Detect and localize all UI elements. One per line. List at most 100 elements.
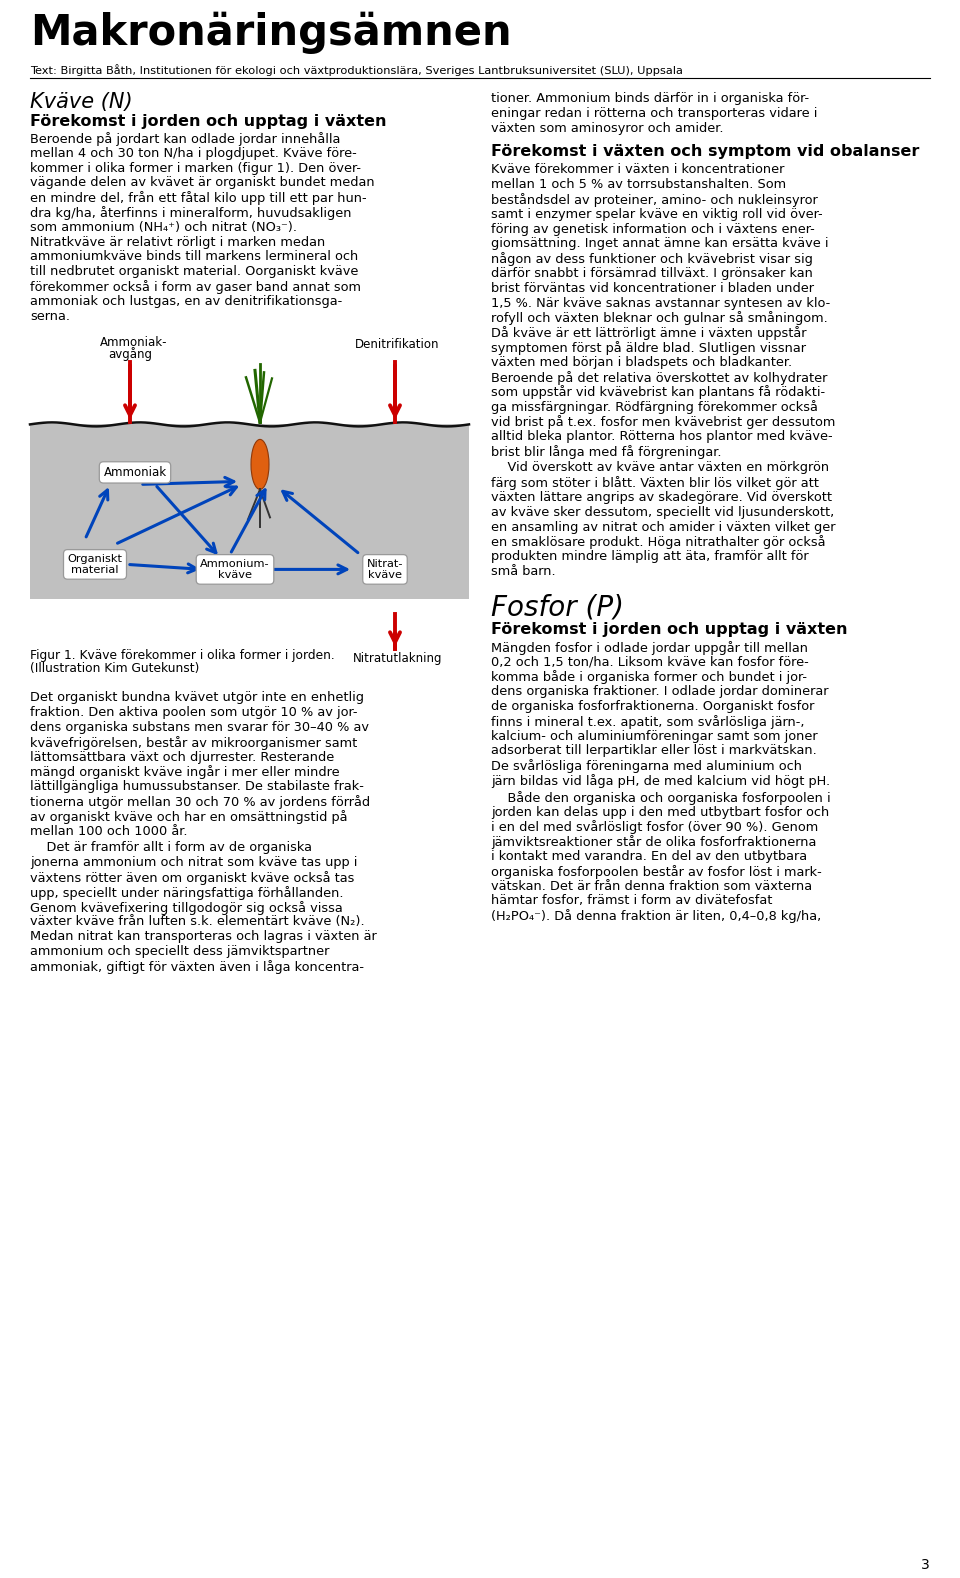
Text: brist förväntas vid koncentrationer i bladen under: brist förväntas vid koncentrationer i bl…	[491, 282, 814, 295]
Text: växter kväve från luften s.k. elementärt kväve (N₂).: växter kväve från luften s.k. elementärt…	[30, 915, 365, 928]
Text: ammonium och speciellt dess jämviktspartner: ammonium och speciellt dess jämviktspart…	[30, 945, 329, 958]
Text: växten som aminosyror och amider.: växten som aminosyror och amider.	[491, 122, 724, 134]
Text: som uppstår vid kvävebrist kan plantans få rödakti-: som uppstår vid kvävebrist kan plantans …	[491, 385, 826, 399]
Text: av kväve sker dessutom, speciellt vid ljusunderskott,: av kväve sker dessutom, speciellt vid lj…	[491, 507, 834, 519]
Ellipse shape	[251, 439, 269, 489]
Text: alltid bleka plantor. Rötterna hos plantor med kväve-: alltid bleka plantor. Rötterna hos plant…	[491, 429, 832, 443]
Text: avgång: avgång	[108, 347, 152, 361]
Text: mellan 1 och 5 % av torrsubstanshalten. Som: mellan 1 och 5 % av torrsubstanshalten. …	[491, 178, 786, 191]
Text: Figur 1. Kväve förekommer i olika former i jorden.: Figur 1. Kväve förekommer i olika former…	[30, 650, 335, 663]
Text: Ammoniak: Ammoniak	[104, 466, 167, 478]
Text: Makronäringsämnen: Makronäringsämnen	[30, 13, 512, 54]
Text: kommer i olika former i marken (figur 1). Den över-: kommer i olika former i marken (figur 1)…	[30, 161, 361, 175]
Text: 0,2 och 1,5 ton/ha. Liksom kväve kan fosfor före-: 0,2 och 1,5 ton/ha. Liksom kväve kan fos…	[491, 655, 808, 669]
Text: en mindre del, från ett fåtal kilo upp till ett par hun-: en mindre del, från ett fåtal kilo upp t…	[30, 191, 367, 205]
Text: Förekomst i jorden och upptag i växten: Förekomst i jorden och upptag i växten	[491, 622, 848, 638]
Text: en smaklösare produkt. Höga nitrathalter gör också: en smaklösare produkt. Höga nitrathalter…	[491, 535, 826, 549]
Text: organiska fosforpoolen består av fosfor löst i mark-: organiska fosforpoolen består av fosfor …	[491, 865, 822, 879]
Text: jorden kan delas upp i den med utbytbart fosfor och: jorden kan delas upp i den med utbytbart…	[491, 806, 829, 819]
Text: till nedbrutet organiskt material. Oorganiskt kväve: till nedbrutet organiskt material. Oorga…	[30, 265, 358, 278]
Text: Nitratutlakning: Nitratutlakning	[353, 652, 443, 666]
Text: små barn.: små barn.	[491, 565, 556, 578]
Text: jämviktsreaktioner står de olika fosforfraktionerna: jämviktsreaktioner står de olika fosforf…	[491, 835, 816, 849]
Text: vid brist på t.ex. fosfor men kvävebrist ger dessutom: vid brist på t.ex. fosfor men kvävebrist…	[491, 415, 835, 429]
Text: kvävefrigörelsen, består av mikroorganismer samt: kvävefrigörelsen, består av mikroorganis…	[30, 735, 357, 750]
Text: (Illustration Kim Gutekunst): (Illustration Kim Gutekunst)	[30, 663, 200, 675]
Text: giomsättning. Inget annat ämne kan ersätta kväve i: giomsättning. Inget annat ämne kan ersät…	[491, 237, 828, 251]
Text: mellan 100 och 1000 år.: mellan 100 och 1000 år.	[30, 825, 187, 838]
Text: Organiskt
material: Organiskt material	[67, 554, 123, 576]
Text: komma både i organiska former och bundet i jor-: komma både i organiska former och bundet…	[491, 671, 807, 685]
Text: tionerna utgör mellan 30 och 70 % av jordens förråd: tionerna utgör mellan 30 och 70 % av jor…	[30, 795, 371, 810]
Text: jonerna ammonium och nitrat som kväve tas upp i: jonerna ammonium och nitrat som kväve ta…	[30, 857, 357, 869]
Text: De svårlösliga föreningarna med aluminium och: De svårlösliga föreningarna med aluminiu…	[491, 759, 802, 773]
Text: järn bildas vid låga pH, de med kalcium vid högt pH.: järn bildas vid låga pH, de med kalcium …	[491, 773, 830, 787]
Text: en ansamling av nitrat och amider i växten vilket ger: en ansamling av nitrat och amider i växt…	[491, 521, 835, 533]
Text: Medan nitrat kan transporteras och lagras i växten är: Medan nitrat kan transporteras och lagra…	[30, 929, 376, 944]
Text: Text: Birgitta Båth, Institutionen för ekologi och växtproduktionslära, Sveriges: Text: Birgitta Båth, Institutionen för e…	[30, 65, 683, 76]
Bar	[30, 424, 469, 600]
Text: 1,5 %. När kväve saknas avstannar syntesen av klo-: 1,5 %. När kväve saknas avstannar syntes…	[491, 297, 830, 309]
Text: dra kg/ha, återfinns i mineralform, huvudsakligen: dra kg/ha, återfinns i mineralform, huvu…	[30, 207, 351, 219]
Text: samt i enzymer spelar kväve en viktig roll vid över-: samt i enzymer spelar kväve en viktig ro…	[491, 208, 823, 221]
Text: i kontakt med varandra. En del av den utbytbara: i kontakt med varandra. En del av den ut…	[491, 851, 807, 863]
Text: serna.: serna.	[30, 309, 70, 322]
Text: färg som stöter i blått. Växten blir lös vilket gör att: färg som stöter i blått. Växten blir lös…	[491, 477, 819, 491]
Text: ammoniak och lustgas, en av denitrifikationsga-: ammoniak och lustgas, en av denitrifikat…	[30, 295, 343, 308]
Text: Det är framför allt i form av de organiska: Det är framför allt i form av de organis…	[30, 841, 312, 854]
Text: vätskan. Det är från denna fraktion som växterna: vätskan. Det är från denna fraktion som …	[491, 879, 812, 893]
Text: upp, speciellt under näringsfattiga förhållanden.: upp, speciellt under näringsfattiga förh…	[30, 885, 344, 899]
Text: brist blir långa med få förgreningar.: brist blir långa med få förgreningar.	[491, 445, 722, 459]
Text: Det organiskt bundna kvävet utgör inte en enhetlig: Det organiskt bundna kvävet utgör inte e…	[30, 691, 364, 704]
Text: dens organiska fraktioner. I odlade jordar dominerar: dens organiska fraktioner. I odlade jord…	[491, 685, 828, 697]
Text: mellan 4 och 30 ton N/ha i plogdjupet. Kväve före-: mellan 4 och 30 ton N/ha i plogdjupet. K…	[30, 147, 357, 159]
Text: dens organiska substans men svarar för 30–40 % av: dens organiska substans men svarar för 3…	[30, 721, 369, 734]
Text: symptomen först på äldre blad. Slutligen vissnar: symptomen först på äldre blad. Slutligen…	[491, 341, 806, 355]
Text: föring av genetisk information och i växtens ener-: föring av genetisk information och i väx…	[491, 222, 815, 235]
Text: därför snabbt i försämrad tillväxt. I grönsaker kan: därför snabbt i försämrad tillväxt. I gr…	[491, 267, 813, 279]
Text: Nitrat-
kväve: Nitrat- kväve	[367, 559, 403, 581]
Text: Kväve (N): Kväve (N)	[30, 92, 132, 112]
Text: Nitratkväve är relativt rörligt i marken medan: Nitratkväve är relativt rörligt i marken…	[30, 235, 325, 249]
Text: ga missfärgningar. Rödfärgning förekommer också: ga missfärgningar. Rödfärgning förekomme…	[491, 401, 818, 413]
Text: Beroende på jordart kan odlade jordar innehålla: Beroende på jordart kan odlade jordar in…	[30, 133, 341, 147]
Text: kalcium- och aluminiumföreningar samt som joner: kalcium- och aluminiumföreningar samt so…	[491, 729, 818, 743]
Text: ammoniumkväve binds till markens lermineral och: ammoniumkväve binds till markens lermine…	[30, 251, 358, 264]
Text: i en del med svårlösligt fosfor (över 90 %). Genom: i en del med svårlösligt fosfor (över 90…	[491, 821, 818, 835]
Text: mängd organiskt kväve ingår i mer eller mindre: mängd organiskt kväve ingår i mer eller …	[30, 765, 340, 780]
Text: Ammonium-
kväve: Ammonium- kväve	[201, 559, 270, 581]
Text: eningar redan i rötterna och transporteras vidare i: eningar redan i rötterna och transporter…	[491, 107, 817, 120]
Text: Mängden fosfor i odlade jordar uppgår till mellan: Mängden fosfor i odlade jordar uppgår ti…	[491, 641, 808, 655]
Text: 3: 3	[922, 1557, 930, 1572]
Text: Genom kvävefixering tillgodogör sig också vissa: Genom kvävefixering tillgodogör sig ocks…	[30, 901, 343, 915]
Bar	[30, 335, 469, 644]
Text: beståndsdel av proteiner, amino- och nukleinsyror: beståndsdel av proteiner, amino- och nuk…	[491, 193, 818, 207]
Text: de organiska fosforfraktionerna. Oorganiskt fosfor: de organiska fosforfraktionerna. Oorgani…	[491, 701, 814, 713]
Text: förekommer också i form av gaser band annat som: förekommer också i form av gaser band an…	[30, 279, 361, 294]
Text: Ammoniak-: Ammoniak-	[100, 336, 167, 349]
Text: Förekomst i jorden och upptag i växten: Förekomst i jorden och upptag i växten	[30, 114, 387, 129]
Text: finns i mineral t.ex. apatit, som svårlösliga järn-,: finns i mineral t.ex. apatit, som svårlö…	[491, 715, 804, 729]
Text: växtens rötter även om organiskt kväve också tas: växtens rötter även om organiskt kväve o…	[30, 871, 354, 885]
Text: rofyll och växten bleknar och gulnar så småningom.: rofyll och växten bleknar och gulnar så …	[491, 311, 828, 325]
Text: som ammonium (NH₄⁺) och nitrat (NO₃⁻).: som ammonium (NH₄⁺) och nitrat (NO₃⁻).	[30, 221, 297, 234]
Text: växten lättare angrips av skadegörare. Vid överskott: växten lättare angrips av skadegörare. V…	[491, 491, 832, 503]
Text: fraktion. Den aktiva poolen som utgör 10 % av jor-: fraktion. Den aktiva poolen som utgör 10…	[30, 707, 357, 720]
Text: av organiskt kväve och har en omsättningstid på: av organiskt kväve och har en omsättning…	[30, 810, 348, 824]
Text: Förekomst i växten och symptom vid obalanser: Förekomst i växten och symptom vid obala…	[491, 145, 920, 159]
Text: adsorberat till lerpartiklar eller löst i markvätskan.: adsorberat till lerpartiklar eller löst …	[491, 745, 817, 757]
Text: produkten mindre lämplig att äta, framför allt för: produkten mindre lämplig att äta, framfö…	[491, 551, 808, 563]
Text: Både den organiska och oorganiska fosforpoolen i: Både den organiska och oorganiska fosfor…	[491, 791, 830, 805]
Text: Denitrifikation: Denitrifikation	[355, 338, 440, 352]
Text: någon av dess funktioner och kvävebrist visar sig: någon av dess funktioner och kvävebrist …	[491, 252, 813, 267]
Text: (H₂PO₄⁻). Då denna fraktion är liten, 0,4–0,8 kg/ha,: (H₂PO₄⁻). Då denna fraktion är liten, 0,…	[491, 909, 821, 923]
Text: Vid överskott av kväve antar växten en mörkgrön: Vid överskott av kväve antar växten en m…	[491, 461, 829, 475]
Text: ammoniak, giftigt för växten även i låga koncentra-: ammoniak, giftigt för växten även i låga…	[30, 959, 364, 974]
Text: Beroende på det relativa överskottet av kolhydrater: Beroende på det relativa överskottet av …	[491, 371, 828, 385]
Text: Kväve förekommer i växten i koncentrationer: Kväve förekommer i växten i koncentratio…	[491, 164, 784, 177]
Text: vägande delen av kvävet är organiskt bundet medan: vägande delen av kvävet är organiskt bun…	[30, 177, 374, 189]
Text: tioner. Ammonium binds därför in i organiska för-: tioner. Ammonium binds därför in i organ…	[491, 92, 809, 106]
Text: lättillgängliga humussubstanser. De stabilaste frak-: lättillgängliga humussubstanser. De stab…	[30, 780, 364, 794]
Text: lättomsättbara växt och djurrester. Resterande: lättomsättbara växt och djurrester. Rest…	[30, 751, 334, 764]
Text: Fosfor (P): Fosfor (P)	[491, 593, 624, 622]
